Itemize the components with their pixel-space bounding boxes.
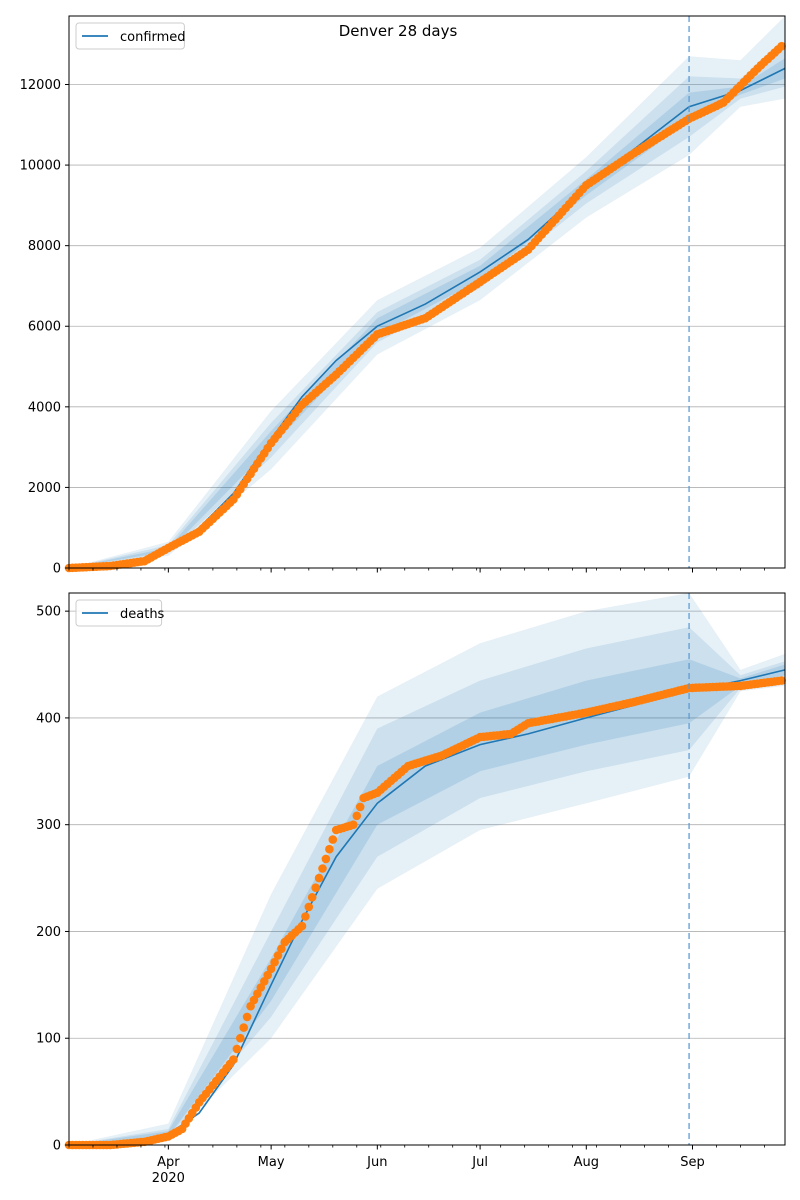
y-tick-label: 2000 [28, 481, 61, 496]
x-tick-label: Sep [680, 1155, 705, 1170]
confirmed-panel: 0 2000 4000 6000 8000 10000 12000 Denver 28 day… [20, 15, 786, 577]
legend-box [75, 599, 163, 627]
legend-box [75, 22, 185, 50]
observed-point [236, 1033, 245, 1043]
y-tick-label: 300 [36, 818, 61, 833]
y-tick-label: 200 [36, 925, 61, 940]
y-tick-label: 0 [53, 562, 61, 577]
observed-point [352, 811, 362, 821]
y-tick-label: 0 [53, 1139, 61, 1154]
observed-point [242, 1012, 252, 1022]
observed-point [263, 970, 273, 980]
observed-point [777, 676, 786, 685]
observed-point [304, 902, 314, 912]
y-tick-label: 500 [36, 605, 61, 620]
observed-point [249, 995, 259, 1005]
observed-point [311, 883, 321, 892]
observed-point [321, 854, 331, 864]
x-tick-label: Jul [471, 1155, 488, 1170]
y-tick-label: 400 [36, 711, 61, 726]
uncertainty-band [69, 16, 785, 568]
x-tick-label: May [258, 1155, 285, 1170]
legend: deaths [75, 599, 165, 627]
observed-point [232, 1044, 242, 1054]
observed-point [297, 921, 307, 931]
legend: confirmed [75, 22, 186, 50]
observed-point [270, 957, 279, 967]
observed-point [277, 944, 286, 954]
x-tick-label: Apr [157, 1155, 180, 1170]
x-tick-year-label: 2020 [152, 1171, 185, 1186]
x-tick-label: Aug [574, 1155, 599, 1170]
observed-point [239, 1023, 248, 1032]
observed-point [328, 835, 338, 844]
y-tick-label: 10000 [20, 159, 61, 174]
observed-point [273, 951, 283, 960]
observed-point [229, 1055, 238, 1064]
y-tick-label: 100 [36, 1032, 61, 1047]
axes-frame [68, 15, 786, 569]
y-tick-label: 4000 [28, 400, 61, 415]
observed-point [349, 820, 358, 829]
x-tick-label: Jun [366, 1155, 387, 1170]
legend-label: deaths [120, 607, 165, 622]
observed-point [314, 873, 324, 883]
axes-frame [68, 592, 786, 1146]
observed-point [355, 802, 365, 812]
observed-point [318, 864, 327, 873]
observed-point [266, 964, 276, 974]
chart-title: Denver 28 days [339, 22, 458, 40]
observed-point [301, 912, 310, 921]
observed-point [307, 893, 317, 902]
y-tick-label: 8000 [28, 239, 61, 254]
y-tick-label: 6000 [28, 320, 61, 335]
legend-label: confirmed [120, 30, 186, 45]
y-tick-label: 12000 [20, 78, 61, 93]
observed-point [777, 41, 786, 51]
observed-point [325, 844, 334, 854]
uncertainty-band [69, 659, 785, 1145]
